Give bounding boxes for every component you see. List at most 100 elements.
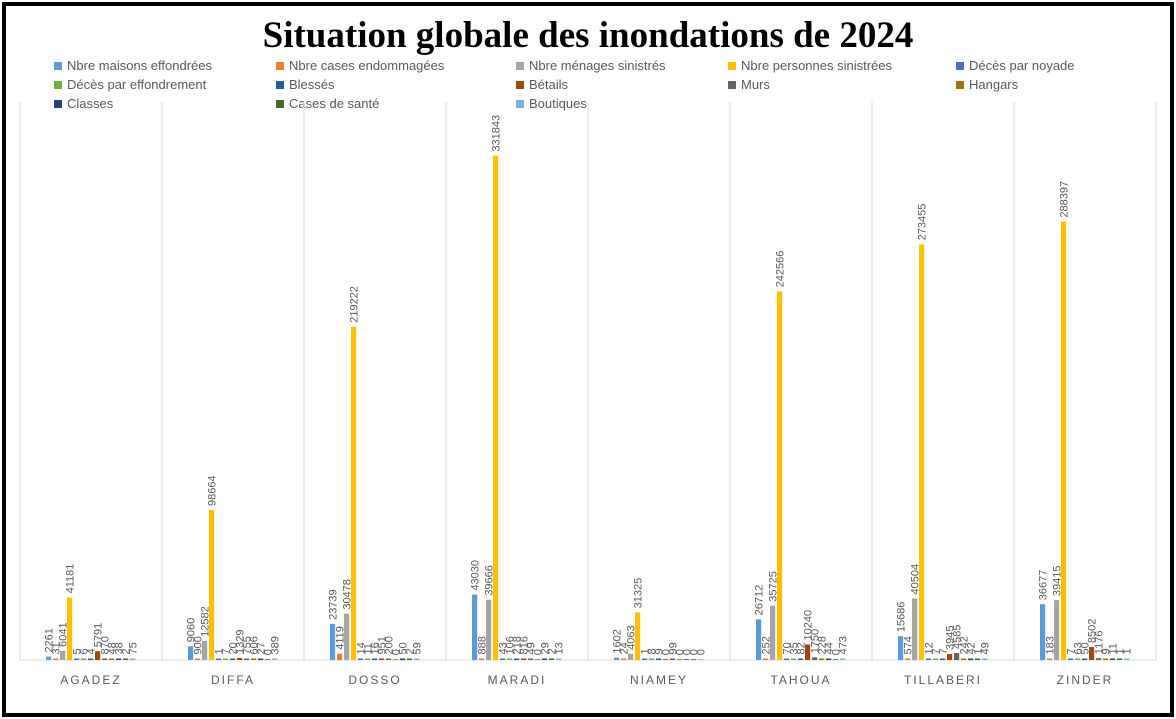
data-label: 29 <box>540 642 552 654</box>
bar <box>905 658 911 660</box>
bar <box>1089 647 1095 660</box>
bar <box>919 244 925 661</box>
data-label: 40504 <box>910 564 922 595</box>
data-label: 39666 <box>484 565 496 596</box>
data-label: 4585 <box>952 625 964 649</box>
data-label: 31 <box>51 642 63 654</box>
data-label: 8502 <box>1087 619 1099 643</box>
legend-swatch <box>956 80 964 89</box>
legend-swatch <box>276 80 284 89</box>
data-label: 39415 <box>1052 565 1064 596</box>
data-label: 0 <box>391 649 403 655</box>
bar <box>947 654 953 660</box>
bar <box>1117 658 1123 660</box>
bar <box>798 658 804 660</box>
data-label: 26712 <box>754 585 766 616</box>
data-label: 242 <box>959 636 971 654</box>
data-label: 1750 <box>810 629 822 653</box>
bar <box>912 598 918 660</box>
legend-item: Décès par noyade <box>956 58 1075 73</box>
bar <box>635 612 641 660</box>
data-label: 4 <box>86 648 98 654</box>
data-label: 50 <box>1080 642 1092 654</box>
bar <box>67 597 73 660</box>
legend-label: Classes <box>67 96 114 111</box>
bar <box>926 658 932 660</box>
data-label: 1602 <box>612 629 624 653</box>
data-label: 252 <box>761 636 773 654</box>
bar <box>486 599 492 660</box>
legend-item: Nbre maisons effondrées <box>54 58 212 73</box>
data-label: 1 <box>1122 648 1134 654</box>
bar <box>344 613 350 660</box>
data-label: 2 <box>547 648 559 654</box>
data-label: 816 <box>519 636 531 654</box>
legend-item: Boutiques <box>516 96 587 111</box>
legend-item: Blessés <box>276 77 335 92</box>
bar <box>1082 658 1088 660</box>
bar <box>123 658 129 660</box>
legend-label: Murs <box>741 77 770 92</box>
bar <box>365 658 371 660</box>
bar <box>1075 658 1081 660</box>
data-label: 0 <box>696 649 708 655</box>
legend-label: Cases de santé <box>289 96 380 111</box>
bar <box>975 658 981 660</box>
bar <box>202 640 208 660</box>
legend-item: Classes <box>54 96 113 111</box>
bar <box>337 653 343 660</box>
bar <box>1096 658 1102 660</box>
bar <box>784 658 790 660</box>
bar <box>621 658 627 660</box>
data-label: 228 <box>817 636 829 654</box>
data-label: 43 <box>498 642 510 654</box>
bar <box>493 155 499 660</box>
bar <box>698 659 704 660</box>
data-label: 14 <box>356 642 368 654</box>
data-label: 9 <box>654 648 666 654</box>
bar <box>528 658 534 660</box>
bar <box>940 658 946 660</box>
category-label: NIAMEY <box>630 673 688 687</box>
data-label: 4119 <box>335 626 347 650</box>
legend-swatch <box>516 61 524 70</box>
data-label: 273455 <box>917 204 929 241</box>
data-label: 6041 <box>58 622 70 646</box>
data-label: 1 <box>640 648 652 654</box>
data-label: 27 <box>256 642 268 654</box>
category-label: ZINDER <box>1057 673 1114 687</box>
bar <box>542 658 548 660</box>
data-label: 2 <box>121 648 133 654</box>
bar <box>60 650 66 660</box>
data-label: 4063 <box>626 625 638 649</box>
data-label: 43030 <box>470 560 482 591</box>
legend-label: Décès par effondrement <box>67 77 207 92</box>
data-label: 41181 <box>65 564 77 594</box>
bar <box>770 605 776 660</box>
bar <box>954 653 960 660</box>
data-label: 473 <box>838 636 850 654</box>
bar <box>351 326 357 660</box>
bar <box>1054 600 1060 660</box>
bar <box>500 658 506 660</box>
category-label: TILLABERI <box>904 673 982 687</box>
bar <box>379 658 385 660</box>
bar <box>53 658 59 660</box>
data-label: 183 <box>1045 636 1057 654</box>
data-label: 7 <box>931 648 943 654</box>
data-label: 24 <box>619 642 631 654</box>
data-label: 20 <box>228 642 240 654</box>
legend-item: Nbre ménages sinistrés <box>516 58 666 73</box>
data-label: 15686 <box>896 602 908 633</box>
bar <box>272 658 278 660</box>
legend-swatch <box>516 80 524 89</box>
legend-label: Hangars <box>969 77 1019 92</box>
plot-area: AGADEZ22613160414118156457918704838275DI… <box>19 102 1157 687</box>
legend-item: Cases de santé <box>276 96 379 111</box>
bar <box>677 659 683 660</box>
bar <box>961 658 967 660</box>
data-label: 0 <box>689 649 701 655</box>
legend-item: Décès par effondrement <box>54 77 206 92</box>
data-label: 7 <box>1066 648 1078 654</box>
